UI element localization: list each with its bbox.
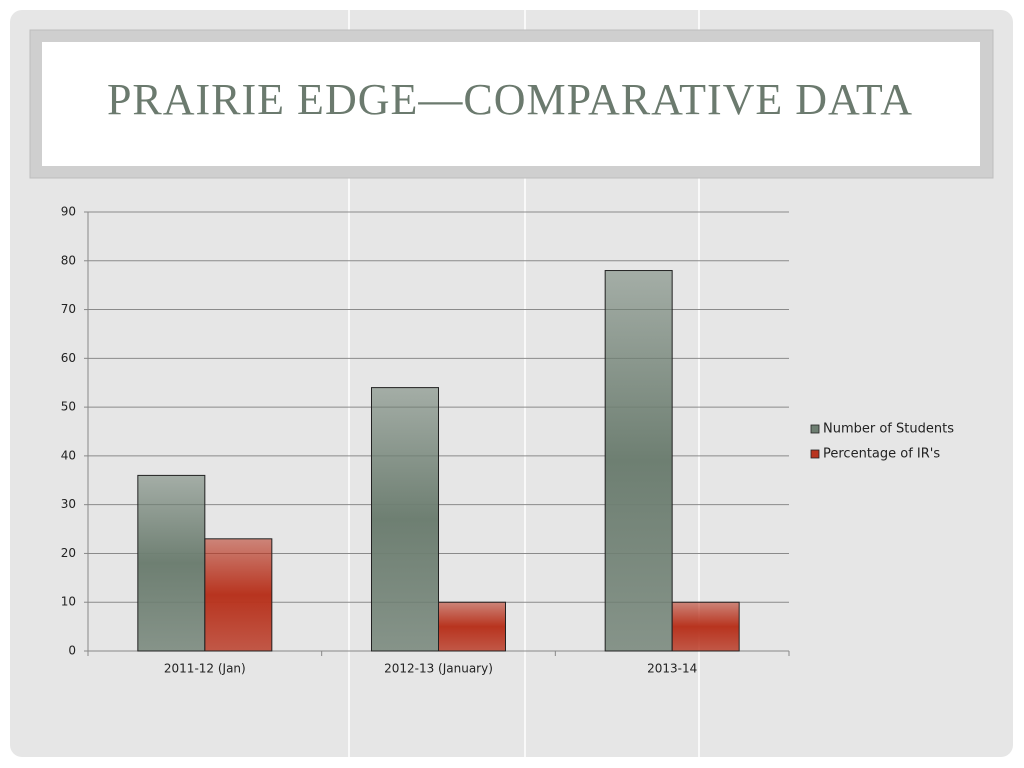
- y-tick-label: 0: [68, 644, 76, 658]
- x-tick-label: 2013-14: [647, 662, 697, 676]
- y-tick-label: 70: [61, 302, 76, 316]
- legend-swatch: [810, 424, 820, 434]
- legend-label: Number of Students: [823, 422, 954, 437]
- bar: [671, 601, 740, 652]
- y-tick-label: 90: [61, 205, 76, 219]
- y-tick-label: 40: [61, 448, 76, 462]
- x-tick-label: 2012-13 (January): [384, 662, 493, 676]
- chart-title: PRAIRIE EDGE—COMPARATIVE DATA: [107, 75, 913, 124]
- y-tick-label: 20: [61, 546, 76, 560]
- x-tick-label: 2011-12 (Jan): [164, 662, 246, 676]
- y-tick-label: 30: [61, 497, 76, 511]
- bar: [438, 601, 506, 652]
- y-tick-label: 10: [61, 595, 76, 609]
- bar: [204, 538, 273, 652]
- y-tick-label: 60: [61, 351, 76, 365]
- title-box: [42, 42, 980, 166]
- bar: [137, 474, 206, 652]
- bar: [371, 387, 439, 652]
- y-tick-label: 50: [61, 400, 76, 414]
- y-tick-label: 80: [61, 253, 76, 267]
- bar: [604, 270, 673, 652]
- legend-label: Percentage of IR's: [823, 447, 940, 462]
- legend-swatch: [810, 449, 820, 459]
